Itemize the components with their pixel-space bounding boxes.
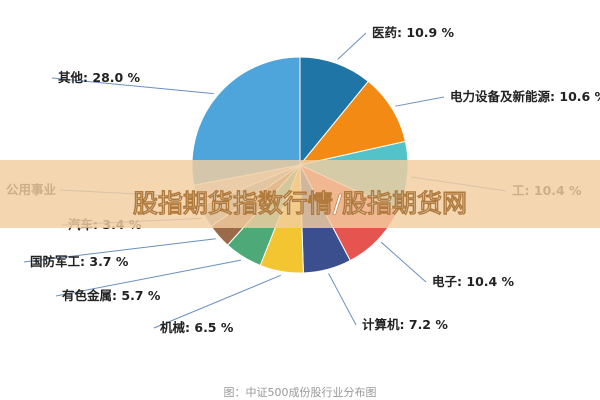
slice-name: 医药 bbox=[372, 25, 398, 40]
leader-line bbox=[395, 96, 445, 107]
slice-name: 计算机 bbox=[362, 317, 400, 332]
title-banner bbox=[0, 160, 600, 228]
leader-line bbox=[55, 259, 241, 297]
slice-value: : 10.6 % bbox=[550, 89, 600, 104]
slice-label: 医药: 10.9 % bbox=[372, 25, 455, 40]
slice-name: 电力设备及新能源 bbox=[450, 89, 551, 104]
slice-name: 机械 bbox=[160, 320, 186, 335]
leader-line bbox=[328, 273, 357, 326]
slice-label: 计算机: 7.2 % bbox=[362, 317, 448, 332]
slice-name: 有色金属 bbox=[62, 288, 112, 303]
slice-name: 电子 bbox=[432, 274, 458, 289]
slice-label: 其他: 28.0 % bbox=[58, 70, 141, 85]
slice-label: 电子: 10.4 % bbox=[432, 274, 515, 289]
slice-value: : 3.7 % bbox=[80, 254, 129, 269]
leader-line bbox=[23, 238, 216, 263]
slice-label: 电力设备及新能源: 10.6 % bbox=[450, 89, 600, 104]
slice-label: 机械: 6.5 % bbox=[160, 320, 234, 335]
slice-value: : 5.7 % bbox=[112, 288, 161, 303]
leader-line bbox=[380, 241, 427, 283]
leader-line bbox=[153, 274, 281, 329]
leader-line bbox=[51, 77, 214, 95]
slice-name: 其他 bbox=[58, 70, 84, 85]
slice-value: : 7.2 % bbox=[400, 317, 449, 332]
caption: 图：中证500成份股行业分布图 bbox=[224, 386, 377, 399]
slice-value: : 10.4 % bbox=[457, 274, 515, 289]
slice-value: : 10.9 % bbox=[397, 25, 455, 40]
slice bbox=[299, 56, 370, 167]
leader-line bbox=[337, 32, 367, 60]
slice-value: : 28.0 % bbox=[83, 70, 141, 85]
slice-label: 国防军工: 3.7 % bbox=[30, 254, 129, 269]
slice-value: : 6.5 % bbox=[185, 320, 234, 335]
slice-name: 国防军工 bbox=[30, 254, 81, 269]
chart-title: 股指期货指数行情/股指期货网 bbox=[133, 189, 467, 218]
slice bbox=[298, 80, 406, 166]
slice-label: 有色金属: 5.7 % bbox=[62, 288, 161, 303]
